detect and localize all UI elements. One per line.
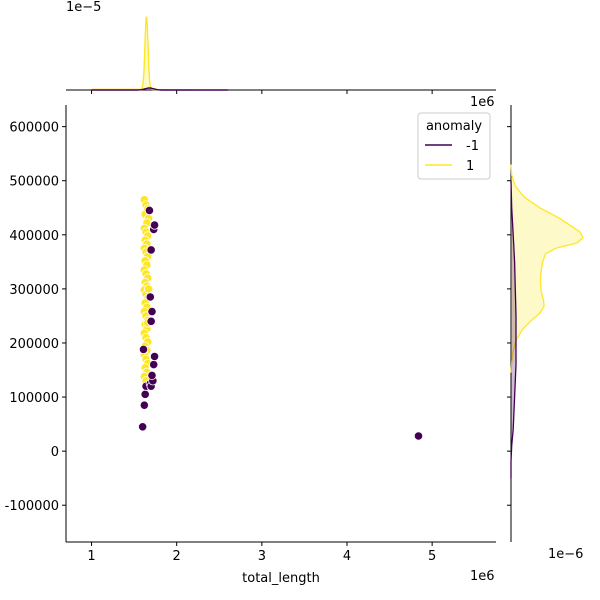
scatter-point-anomaly-neg1 [146,245,156,255]
legend-label-anomaly-neg1: -1 [466,139,479,154]
legend-frame [417,112,491,180]
y-tick-label: 0 [51,445,59,460]
marginal-y-line-pos1 [510,164,584,373]
x-axis-label: total_length [242,571,320,586]
y-tick-label: 400000 [9,229,59,244]
scatter-point-anomaly-neg1 [149,351,160,362]
scatter-point-anomaly-neg1 [147,307,157,317]
legend: anomaly -1 1 [417,112,491,180]
marginal-x-kde [66,16,496,94]
marginal-x-line-neg1 [91,87,228,91]
scatter-point-anomaly-neg1 [139,400,149,410]
x-tick-label: 4 [343,549,351,564]
x-offset-label: 1e6 [470,569,495,584]
scatter-point-anomaly-neg1 [149,220,160,230]
main-scatter-axes: 1 2 3 4 5 -100000 0 100000 200000 300000 400000 500… [5,105,496,564]
marginal-y-line-neg1 [510,180,517,479]
marginal-y-fill-pos1 [511,164,583,373]
y-tick-label: 200000 [9,337,59,352]
y-offset-label-top: 1e6 [470,95,495,110]
x-tick-label: 2 [173,549,181,564]
marginal-y-fill-neg1 [511,180,516,479]
scatter-point-anomaly-neg1 [140,389,150,399]
x-tick-label: 3 [258,549,266,564]
legend-title: anomaly [426,119,482,134]
scatter-point-anomaly-neg1 [413,431,424,441]
scatter-point-anomaly-neg1 [149,360,159,370]
y-tick-label: 100000 [9,391,59,406]
marginal-y-kde [507,105,584,542]
y-tick-label: 300000 [9,283,59,298]
marginal-x-line-pos1 [91,16,194,91]
x-tick-label: 1 [87,549,95,564]
scatter-point-anomaly-neg1 [147,370,157,381]
y-tick-label: -100000 [5,499,59,514]
marginal-x-fill-pos1 [91,17,194,90]
marginal-y-offset-label: 1e−6 [548,547,583,562]
y-tick-label: 500000 [9,175,59,190]
scatter-point-anomaly-neg1 [146,316,156,326]
scatter-point-anomaly-neg1 [138,344,149,355]
y-tick-label: 600000 [9,121,59,136]
x-tick-label: 5 [428,549,436,564]
legend-label-anomaly-pos1: 1 [466,159,474,174]
scatter-point-anomaly-neg1 [138,422,148,432]
scatter-point-anomaly-neg1 [144,205,155,216]
scatter-point-anomaly-pos1 [143,284,154,294]
marginal-x-offset-label: 1e−5 [66,0,101,15]
scatter-point-anomaly-neg1 [145,292,155,302]
